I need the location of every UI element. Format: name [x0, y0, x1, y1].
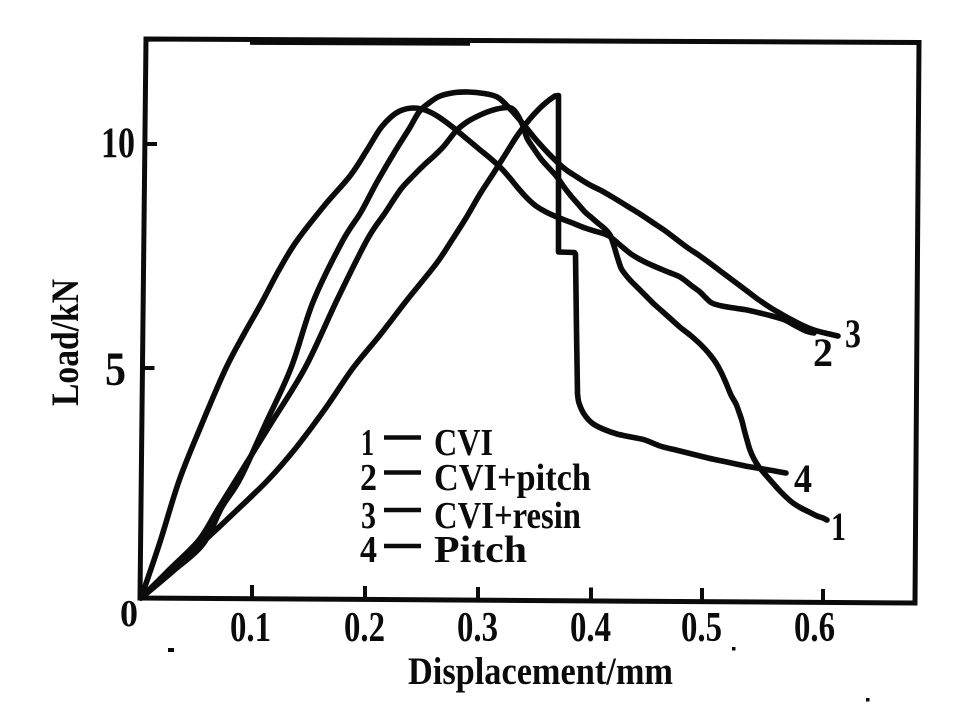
svg-text:10: 10 [101, 120, 135, 167]
svg-text:0.6: 0.6 [794, 605, 835, 651]
svg-text:0: 0 [120, 593, 138, 635]
svg-text:CVI+pitch: CVI+pitch [434, 457, 591, 499]
svg-text:1: 1 [361, 422, 374, 464]
svg-text:CVI+resin: CVI+resin [434, 495, 581, 537]
svg-text:0.2: 0.2 [344, 605, 385, 651]
svg-text:0.1: 0.1 [230, 605, 271, 651]
svg-text:4: 4 [794, 456, 812, 501]
svg-text:0.3: 0.3 [457, 605, 498, 651]
svg-text:0.5: 0.5 [681, 605, 722, 651]
svg-text:4: 4 [360, 529, 377, 571]
svg-text:Pitch: Pitch [434, 529, 527, 571]
svg-text:5: 5 [105, 343, 126, 396]
svg-text:2: 2 [813, 330, 833, 375]
svg-text:CVI: CVI [434, 422, 493, 464]
svg-text:Load/kN: Load/kN [44, 279, 87, 406]
svg-text:3: 3 [845, 311, 861, 356]
svg-text:2: 2 [360, 457, 377, 499]
svg-text:1: 1 [831, 504, 846, 549]
svg-text:3: 3 [361, 495, 376, 537]
svg-text:0.4: 0.4 [570, 605, 611, 651]
svg-text:Displacement/mm: Displacement/mm [408, 650, 673, 693]
